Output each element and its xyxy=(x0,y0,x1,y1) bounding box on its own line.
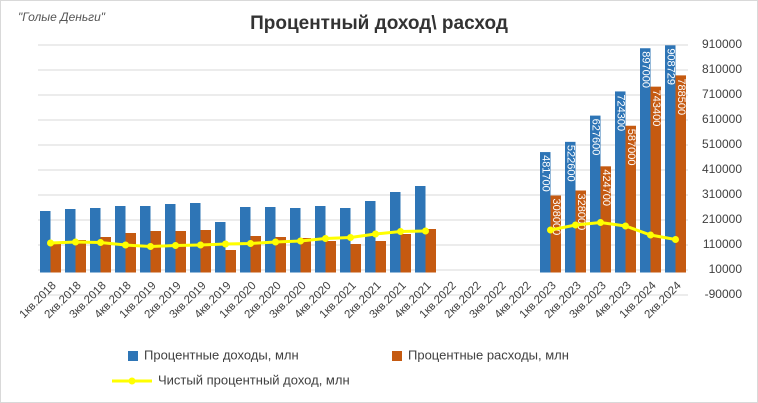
bar xyxy=(540,152,551,273)
line-marker xyxy=(72,238,79,246)
value-label: 724300 xyxy=(614,94,626,131)
line-marker xyxy=(347,234,354,241)
value-label: 627600 xyxy=(589,119,601,156)
bar xyxy=(400,234,411,273)
bar xyxy=(175,231,186,273)
bar xyxy=(625,125,636,273)
line-marker xyxy=(247,240,254,247)
bar xyxy=(275,237,286,273)
chart-title: Процентный доход\ расход xyxy=(250,13,508,34)
y-tick-label: 310000 xyxy=(702,187,742,201)
bar xyxy=(300,238,311,273)
value-label: 424700 xyxy=(600,169,612,206)
bar xyxy=(565,141,576,273)
value-label: 743400 xyxy=(650,90,662,127)
y-tick-label: 110000 xyxy=(703,237,742,251)
bar xyxy=(215,222,226,273)
bar xyxy=(615,91,626,273)
y-tick-label: 410000 xyxy=(702,162,742,176)
y-tick-label: 610000 xyxy=(702,112,742,126)
value-label: 587000 xyxy=(625,129,637,166)
value-label: 481700 xyxy=(539,155,551,192)
line-marker xyxy=(172,242,179,249)
bar xyxy=(415,186,426,273)
legend-label: Процентные расходы, млн xyxy=(408,347,569,362)
line-series xyxy=(50,220,676,249)
y-tick-label: 510000 xyxy=(702,137,742,151)
line-marker xyxy=(647,231,654,239)
bar xyxy=(90,208,101,273)
bar xyxy=(340,208,351,273)
value-label: 908729 xyxy=(664,48,676,85)
bar xyxy=(225,250,236,273)
bar xyxy=(650,86,661,273)
value-label: 788500 xyxy=(675,78,687,115)
value-label: 897000 xyxy=(639,51,651,88)
bar xyxy=(100,237,111,273)
line-marker xyxy=(622,222,629,230)
line-marker xyxy=(597,219,604,226)
bar xyxy=(600,166,611,273)
bar xyxy=(115,206,126,273)
legend-swatch xyxy=(128,351,138,361)
line-marker xyxy=(222,240,229,248)
y-tick-label: 210000 xyxy=(702,212,742,226)
line-marker xyxy=(547,226,554,234)
bar xyxy=(425,229,436,273)
line-marker xyxy=(97,239,104,246)
bar xyxy=(575,190,586,273)
line-marker xyxy=(572,221,579,229)
bar xyxy=(165,204,176,273)
bar xyxy=(190,203,201,273)
line-marker xyxy=(397,228,404,235)
bar xyxy=(665,45,676,273)
bar xyxy=(75,240,86,273)
line-marker xyxy=(422,227,429,235)
line-marker xyxy=(147,243,154,250)
bar xyxy=(240,207,251,273)
value-label: 308000 xyxy=(550,199,562,236)
bar xyxy=(40,211,51,273)
bar xyxy=(640,48,651,273)
line-marker xyxy=(297,237,304,245)
legend-swatch xyxy=(392,351,402,361)
bar xyxy=(125,233,136,273)
y-tick-label: 810000 xyxy=(702,62,742,76)
y-tick-label: -90000 xyxy=(705,287,743,301)
bar xyxy=(265,207,276,273)
line-marker xyxy=(272,238,279,246)
bar xyxy=(590,115,601,273)
line-marker xyxy=(372,230,379,238)
line-marker xyxy=(122,241,129,249)
y-tick-label: 710000 xyxy=(702,87,742,101)
legend-marker xyxy=(128,377,136,385)
bar xyxy=(50,242,61,273)
y-tick-label: 910000 xyxy=(702,37,742,51)
bar xyxy=(200,230,211,273)
y-tick-label: 10000 xyxy=(709,262,743,276)
legend-label: Чистый процентный доход, млн xyxy=(158,372,350,387)
bar xyxy=(350,244,361,273)
bar xyxy=(375,241,386,273)
legend-label: Процентные доходы, млн xyxy=(144,347,299,362)
bar xyxy=(250,236,261,273)
bar xyxy=(675,75,686,273)
line-marker xyxy=(197,241,204,249)
bar xyxy=(140,206,151,273)
line-marker xyxy=(672,236,679,243)
line-marker xyxy=(47,239,54,247)
bar xyxy=(325,241,336,273)
line-marker xyxy=(322,235,329,242)
bar xyxy=(150,231,161,273)
watermark: "Голые Деньги" xyxy=(18,10,106,24)
value-label: 522600 xyxy=(564,145,576,182)
value-label: 328000 xyxy=(575,194,587,231)
bar xyxy=(550,195,561,273)
bar xyxy=(365,201,376,273)
